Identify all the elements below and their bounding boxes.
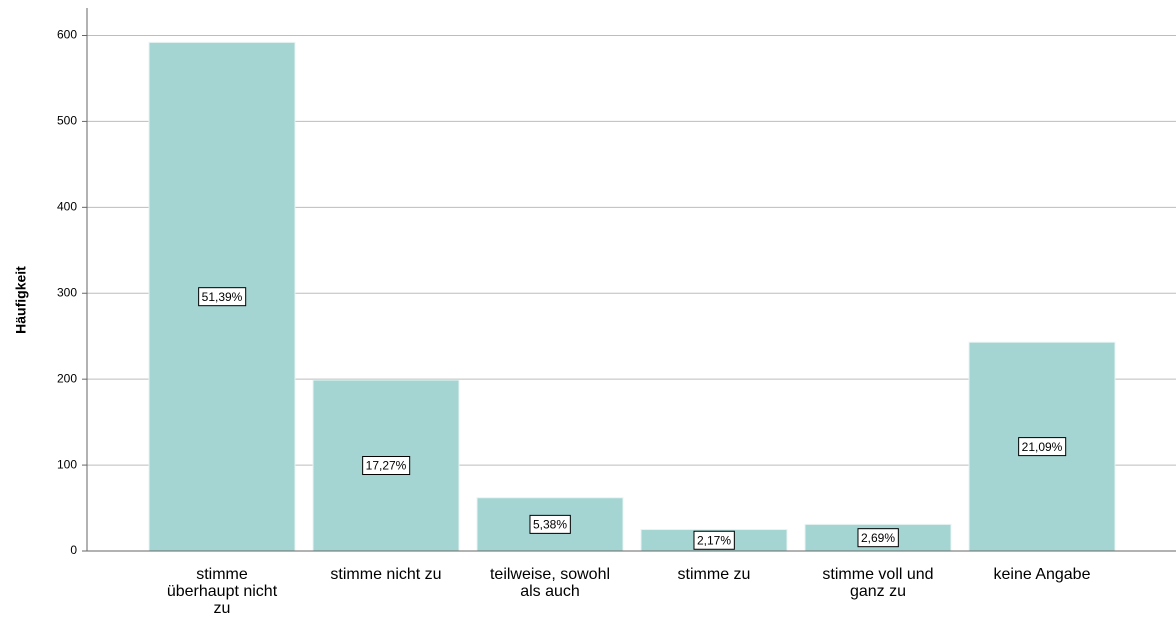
data-label: 21,09% xyxy=(1022,440,1063,454)
data-label: 5,38% xyxy=(533,518,567,532)
data-label-box xyxy=(362,456,411,476)
x-tick-label: keine Angabe xyxy=(993,566,1091,583)
y-tick-label: 0 xyxy=(70,543,77,557)
y-axis-title: Häufigkeit xyxy=(13,266,29,334)
y-tick-label: 100 xyxy=(57,457,77,471)
data-label-box xyxy=(198,287,247,307)
y-tick-label: 300 xyxy=(57,285,77,299)
data-label: 2,69% xyxy=(861,531,895,545)
y-tick-label: 200 xyxy=(57,371,77,385)
x-tick-label: stimme voll und ganz zu xyxy=(822,566,934,600)
data-label: 2,17% xyxy=(697,533,731,547)
x-tick-label: teilweise, sowohl als auch xyxy=(489,566,611,600)
y-tick-label: 600 xyxy=(57,28,77,42)
data-label: 17,27% xyxy=(366,459,407,473)
x-tick-label: stimme nicht zu xyxy=(330,566,442,583)
y-tick-label: 500 xyxy=(57,114,77,128)
data-label-box xyxy=(1018,437,1067,457)
data-label-box xyxy=(857,528,899,548)
data-label-box xyxy=(693,530,735,550)
data-label-box xyxy=(529,514,571,534)
x-tick-label: stimme überhaupt nicht zu xyxy=(166,566,278,617)
data-label: 51,39% xyxy=(202,290,243,304)
y-tick-label: 400 xyxy=(57,200,77,214)
x-tick-label: stimme zu xyxy=(677,566,751,583)
